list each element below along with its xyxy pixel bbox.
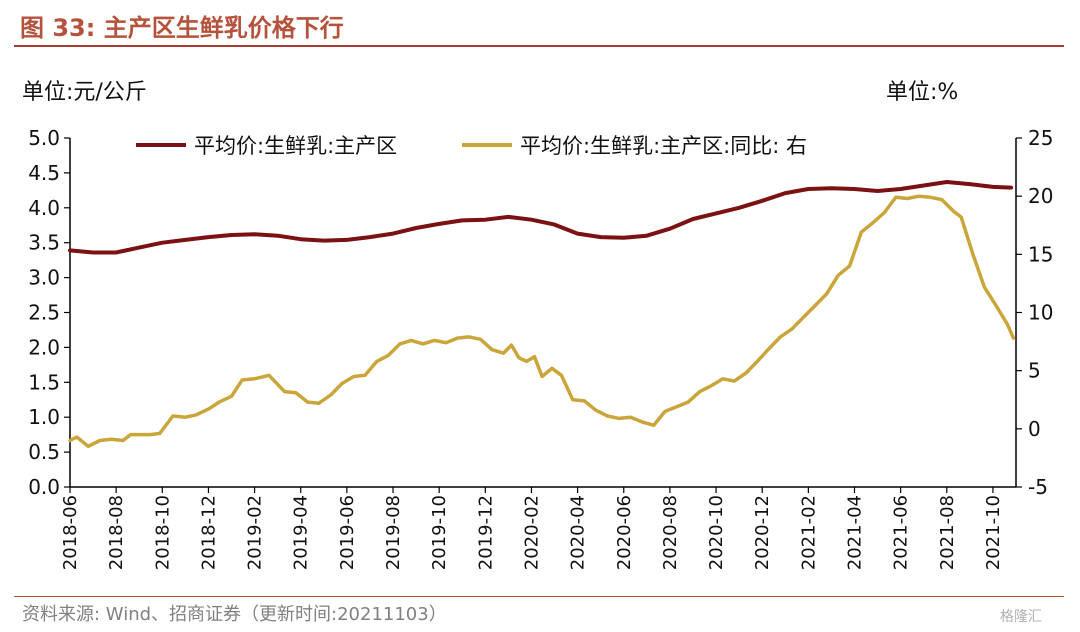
x-tick-label: 2019-06 [337, 495, 358, 570]
left-y-tick-label: 0.0 [28, 475, 60, 499]
x-tick-label: 2020-12 [752, 495, 773, 570]
x-tick-label: 2019-02 [245, 495, 266, 570]
right-y-tick-label: 15 [1028, 242, 1053, 266]
left-y-tick-label: 5.0 [28, 126, 60, 150]
x-tick-label: 2020-06 [614, 495, 635, 570]
x-tick-label: 2019-10 [429, 495, 450, 570]
left-y-tick-label: 1.5 [28, 370, 60, 394]
left-y-tick-label: 3.5 [28, 231, 60, 255]
legend-label-yoy: 平均价:生鲜乳:主产区:同比: 右 [520, 134, 807, 158]
x-tick-label: 2021-02 [798, 495, 819, 570]
chart-axes: 0.0 0.5 1.0 1.5 2.0 2.5 3.0 3.5 4.0 4.5 5.0 -5 0 5 10 1… [28, 126, 1053, 570]
page-title: 图 33: 主产区生鲜乳价格下行 [20, 14, 344, 42]
right-y-tick-label: -5 [1028, 475, 1048, 499]
x-tick-label: 2019-12 [475, 495, 496, 570]
source-note: 资料来源: Wind、招商证券（更新时间:20211103） [22, 604, 447, 625]
series-line-price [68, 180, 1014, 255]
footer-divider [14, 596, 1064, 597]
left-y-tick-label: 4.0 [28, 196, 60, 220]
right-y-tick-label: 0 [1028, 417, 1041, 441]
left-y-tick-label: 0.5 [28, 440, 60, 464]
x-tick-label: 2021-04 [844, 495, 865, 570]
chart-series [68, 180, 1016, 449]
x-tick-label: 2018-12 [198, 495, 219, 570]
title-divider [14, 45, 1064, 47]
left-y-tick-label: 4.5 [28, 161, 60, 185]
chart-legend: 平均价:生鲜乳:主产区 平均价:生鲜乳:主产区:同比: 右 [136, 134, 807, 158]
x-tick-label: 2020-04 [568, 495, 589, 570]
x-tick-label: 2020-08 [660, 495, 681, 570]
right-y-tick-label: 10 [1028, 301, 1053, 325]
x-tick-label: 2020-02 [521, 495, 542, 570]
x-tick-label: 2018-10 [152, 495, 173, 570]
right-y-tick-label: 25 [1028, 126, 1053, 150]
left-y-tick-label: 1.0 [28, 405, 60, 429]
right-y-tick-label: 5 [1028, 359, 1041, 383]
x-tick-label: 2021-08 [937, 495, 958, 570]
watermark-logo: 格隆汇 [1000, 609, 1042, 625]
series-line-yoy [68, 194, 1016, 449]
x-tick-label: 2021-06 [891, 495, 912, 570]
left-y-tick-label: 3.0 [28, 266, 60, 290]
x-tick-label: 2019-08 [383, 495, 404, 570]
right-unit-label: 单位:% [886, 80, 959, 105]
legend-label-price: 平均价:生鲜乳:主产区 [194, 134, 397, 158]
x-tick-label: 2019-04 [291, 495, 312, 570]
left-y-tick-label: 2.5 [28, 301, 60, 325]
x-tick-label: 2018-08 [106, 495, 127, 570]
x-tick-label: 2020-10 [706, 495, 727, 570]
left-unit-label: 单位:元/公斤 [22, 80, 147, 105]
x-tick-label: 2021-10 [983, 495, 1004, 570]
x-tick-label: 2018-06 [60, 495, 81, 570]
right-y-tick-label: 20 [1028, 184, 1053, 208]
left-y-tick-label: 2.0 [28, 335, 60, 359]
